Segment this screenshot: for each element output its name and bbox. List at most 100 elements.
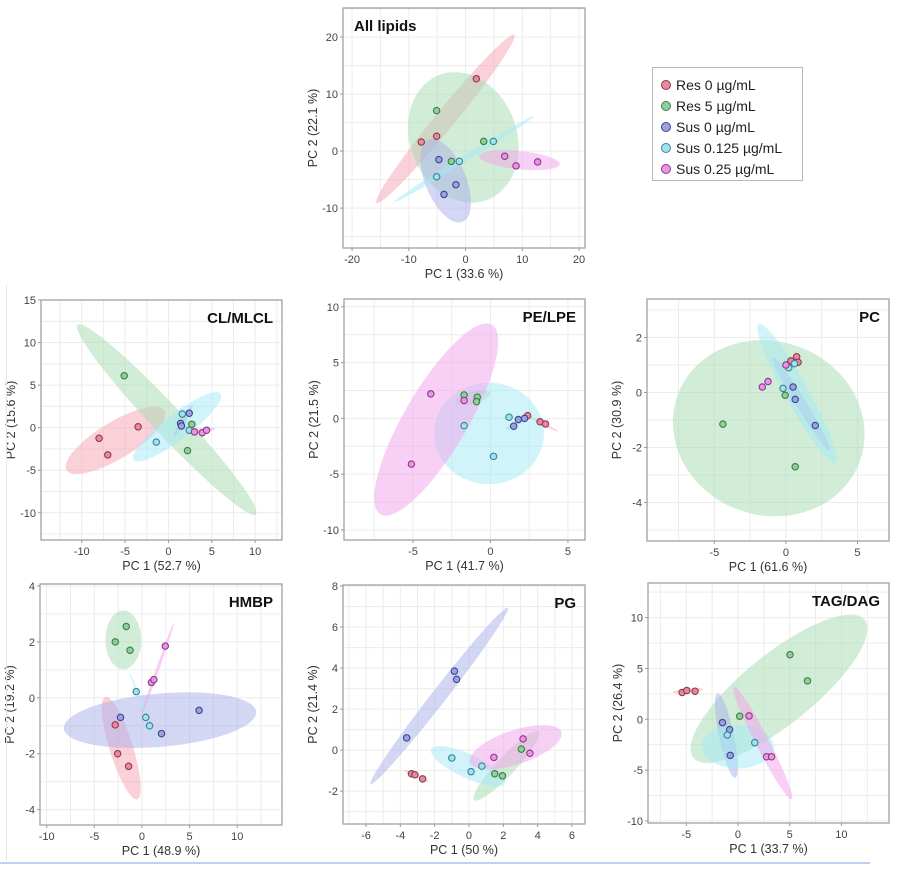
data-point [455,157,464,166]
data-point [767,752,776,761]
data-point [718,718,727,727]
data-point [791,462,799,471]
data-point [183,446,192,455]
data-point [789,383,797,391]
data-point [790,359,799,368]
y-tick-label: 10 [327,302,339,314]
data-point [432,132,441,141]
data-point [758,383,767,391]
x-tick-label: 0 [462,254,468,266]
data-point [152,438,161,446]
y-tick-label: -5 [329,469,339,481]
data-point [472,74,481,83]
x-tick-label: 5 [787,829,793,841]
y-axis-label: PC 2 (30.9 %) [610,381,624,460]
x-tick-label: 0 [735,829,741,841]
x-axis-label: PC 1 (61.6 %) [729,560,808,574]
points [95,371,211,459]
data-point [178,410,187,418]
confidence-ellipses [65,324,257,515]
data-point [472,397,481,406]
data-point [786,650,794,659]
data-point [719,420,727,428]
data-point [452,180,460,189]
data-point [450,667,459,675]
x-tick-label: -5 [709,547,719,559]
y-tick-label: 0 [636,388,642,400]
x-tick-label: -10 [401,254,417,266]
x-tick-label: 5 [854,547,860,559]
confidence-ellipses [63,610,257,800]
points [111,622,203,771]
data-point [440,190,448,199]
x-tick-label: -10 [74,546,90,558]
panel-title: PG [554,595,576,612]
x-tick-label: 10 [835,829,847,841]
y-tick-label: 5 [637,663,643,675]
data-point [195,706,203,715]
x-axis-label: PC 1 (48.9 %) [122,844,201,858]
y-tick-label: 10 [24,338,36,350]
legend-item-sus-025: Sus 0.25 µg/mL [661,158,802,179]
y-tick-label: -5 [26,465,36,477]
data-point [113,749,122,758]
x-tick-label: 0 [165,546,171,558]
data-point [782,361,790,369]
x-tick-label: 10 [516,254,528,266]
panel-all-lipids: -20 -10 0 10 20 -10 0 10 20 PC 1 (33.6 %) PC 2 (22… [306,7,586,281]
data-point [520,414,529,423]
panel-title: PE/LPE [523,309,576,326]
data-point [104,451,112,459]
y-axis-label: PC 2 (15.6 %) [4,381,18,460]
data-point [150,675,158,684]
x-tick-label: -10 [39,831,55,843]
y-tick-label: 0 [29,693,35,705]
confidence-ellipses [376,34,560,223]
panel-title: HMBP [229,594,273,611]
data-point [157,729,166,738]
ellipse-res-5-g-ml [672,340,865,517]
data-point [126,646,134,655]
y-tick-label: -2 [328,786,338,798]
data-point [498,772,507,780]
data-point [467,767,475,776]
y-tick-label: 0 [332,745,338,757]
x-tick-label: -6 [361,830,371,842]
y-tick-label: -2 [25,749,35,761]
plot-frame [40,299,283,541]
data-point [691,687,699,695]
data-point [111,638,120,646]
data-point [402,734,411,742]
data-point [407,460,416,468]
data-point [683,686,691,695]
data-point [781,391,789,399]
data-point [478,762,486,770]
data-point [452,675,461,684]
y-tick-label: 0 [637,714,643,726]
ellipse-sus-0-25-g-ml [479,150,560,171]
y-tick-label: -4 [632,498,642,510]
data-point [185,409,193,417]
plot-frame [39,583,283,826]
y-tick-label: -5 [633,765,643,777]
plot-frame [342,584,586,825]
points [407,390,550,468]
grid [343,585,585,824]
legend-marker [661,142,671,153]
data-point [505,413,513,422]
confidence-ellipses [374,323,559,516]
data-point [489,452,498,461]
data-point [489,137,498,146]
panel-tag-dag: -5 0 5 10 -10 -5 0 5 10 PC 1 (33.7 %) PC 2 (26.4 %… [611,582,890,856]
y-axis-label: PC 2 (21.5 %) [307,380,321,459]
x-tick-label: -4 [395,830,405,842]
data-point [500,152,509,160]
x-tick-label: 0 [139,831,145,843]
points [719,352,820,471]
legend-marker [661,100,671,111]
panel-title: CL/MLCL [207,310,273,327]
y-tick-label: -10 [20,508,36,520]
y-tick-label: 8 [332,581,338,593]
x-tick-label: 5 [565,546,571,558]
